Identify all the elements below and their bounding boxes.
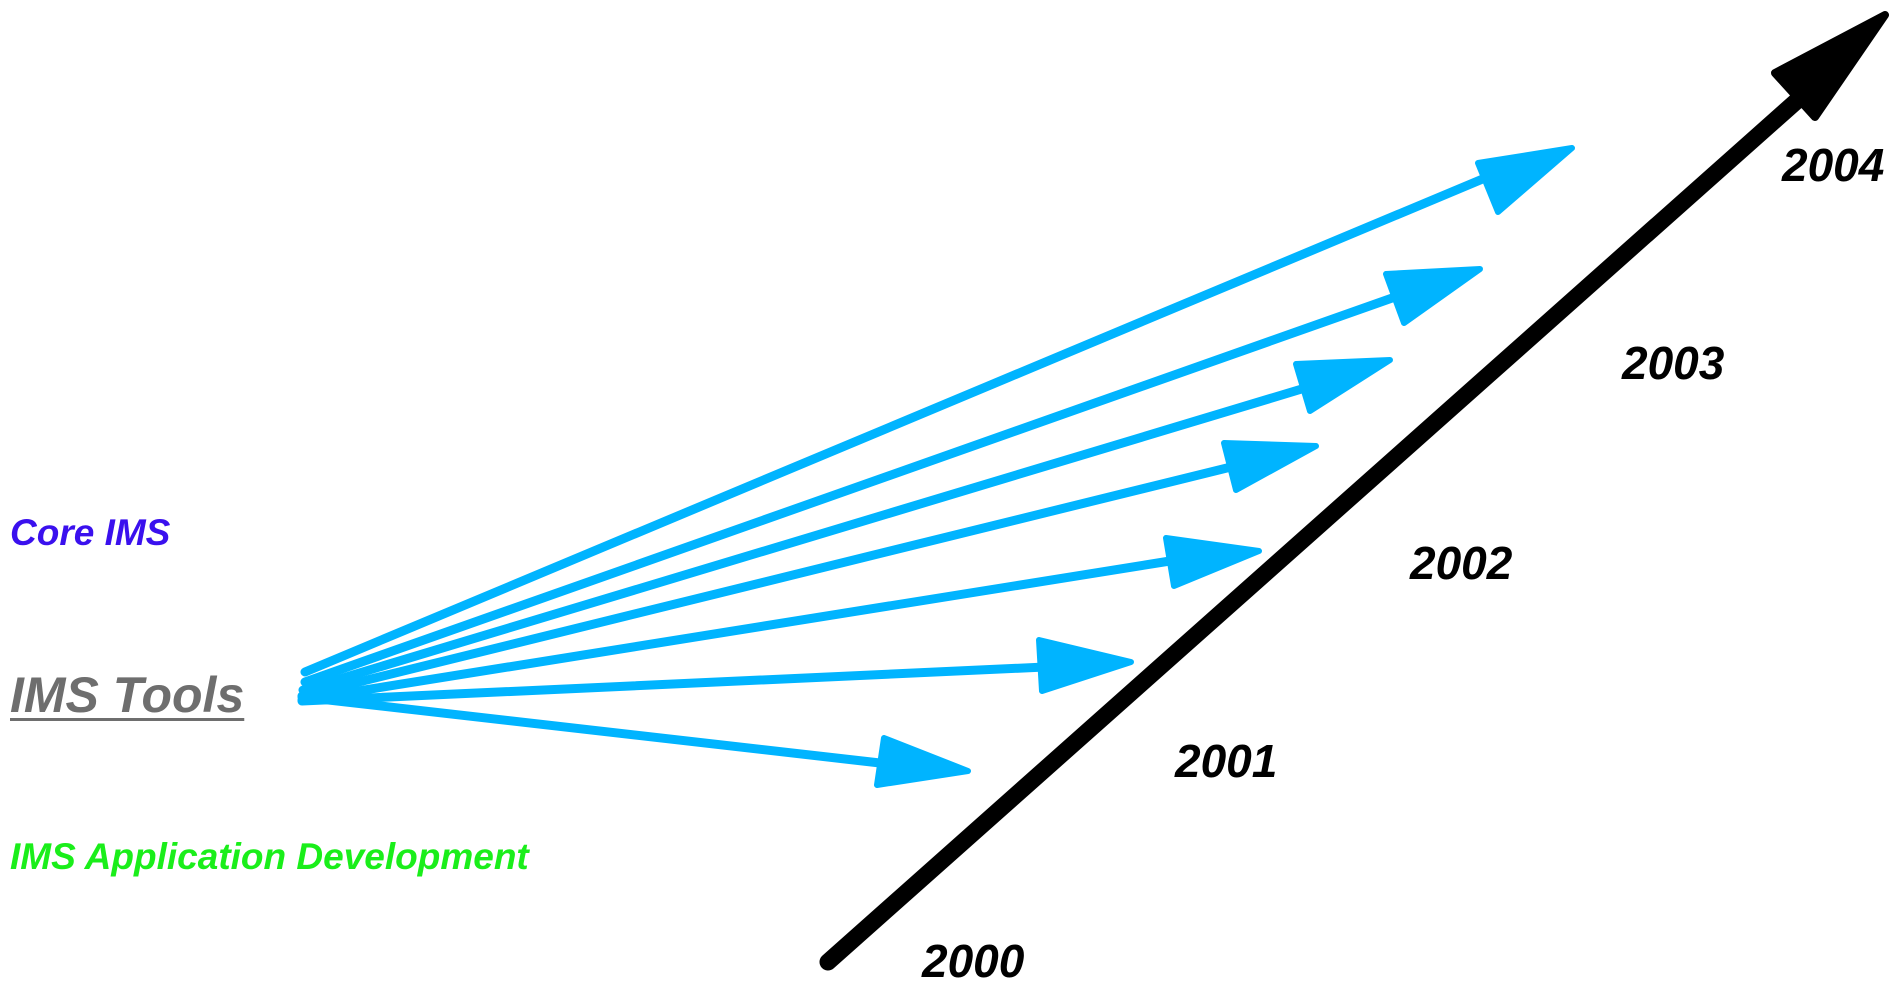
- tool-arrow-3: [298, 357, 1393, 695]
- tool-arrow-7: [297, 692, 971, 788]
- tool-arrow-6: [297, 637, 1134, 706]
- tool-arrow-2: [300, 266, 1483, 687]
- year-label-2001: 2001: [1175, 735, 1278, 787]
- timeline-arrow: [819, 11, 1889, 971]
- tool-arrow-1: [300, 145, 1575, 677]
- tool-arrow-4: [297, 440, 1319, 701]
- year-label-2002: 2002: [1410, 537, 1513, 589]
- tool-arrow-5: [297, 535, 1262, 705]
- core-ims-label: Core IMS: [10, 512, 171, 553]
- ims-app-dev-label: IMS Application Development: [10, 836, 529, 877]
- year-label-2000: 2000: [922, 935, 1025, 982]
- year-label-2004: 2004: [1782, 139, 1885, 191]
- ims-tools-label: IMS Tools: [10, 667, 245, 723]
- year-label-2003: 2003: [1622, 337, 1725, 389]
- tool-arrows: [297, 145, 1575, 788]
